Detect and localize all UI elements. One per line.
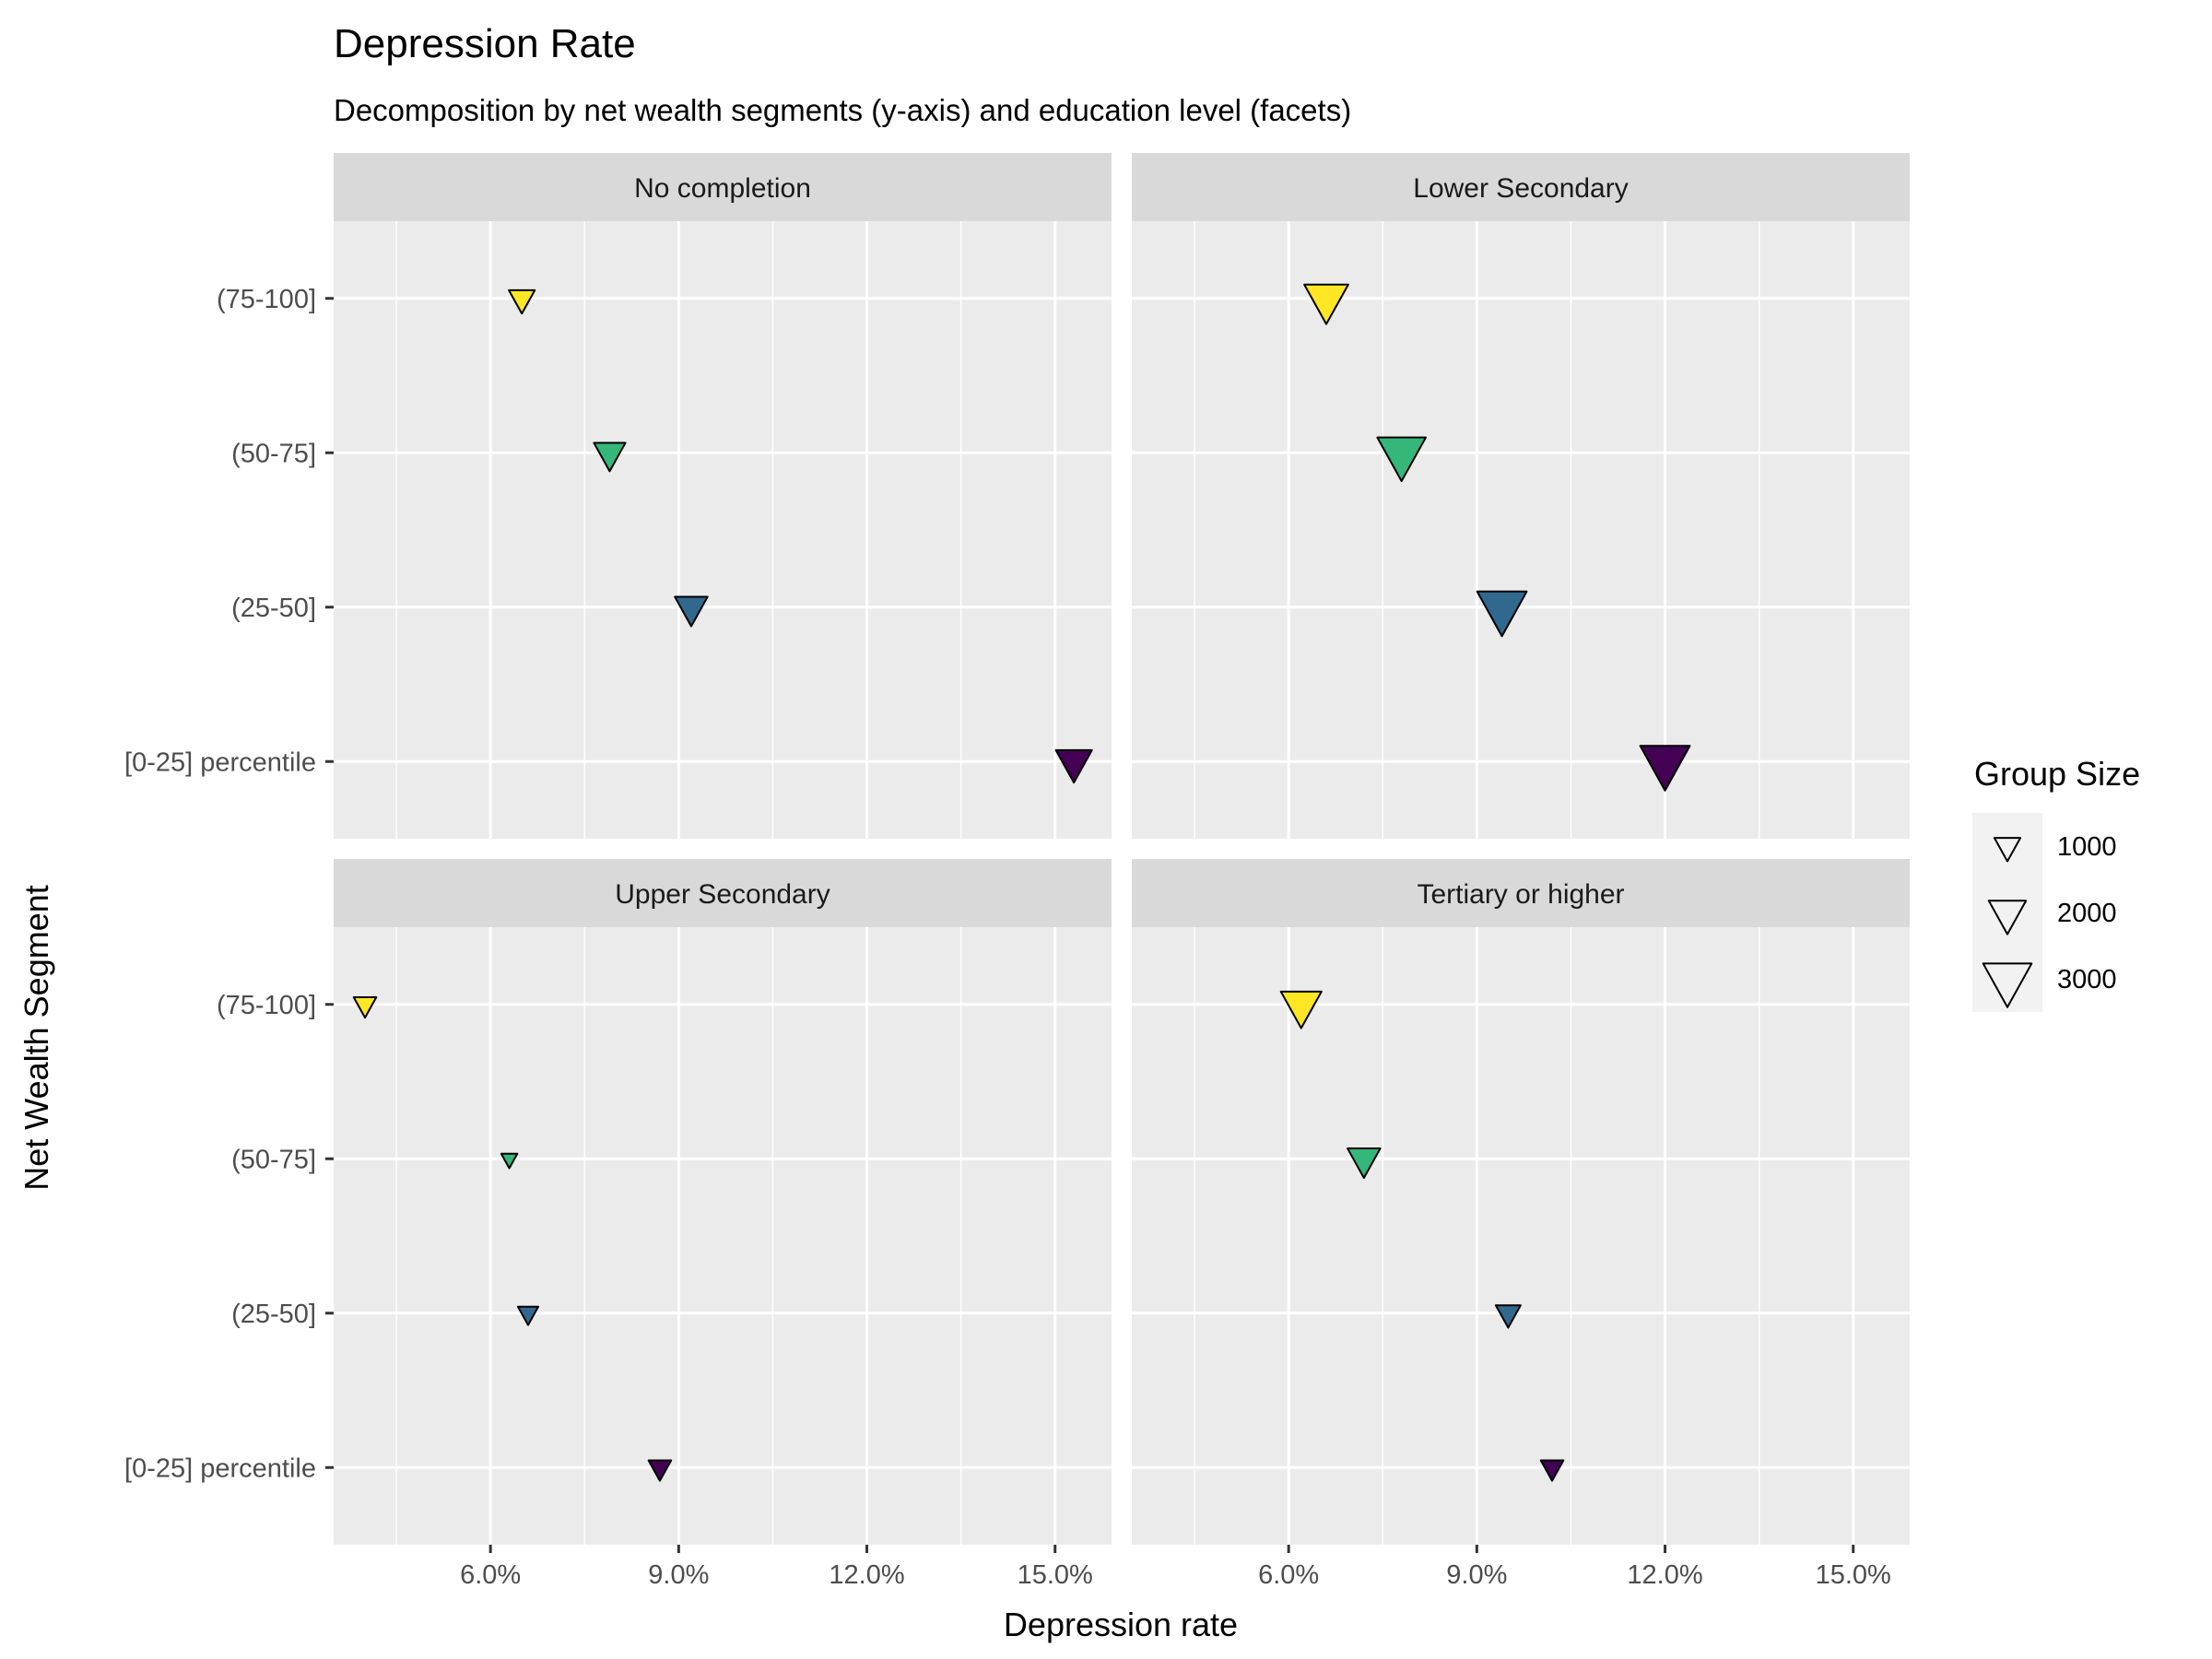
legend-triangle-icon [1987,900,2028,935]
point-25-50 [1494,1304,1522,1329]
facet-panels: No completion [0-25] percentile (25-50] (50… [124,153,1910,1590]
chart-subtitle: Decomposition by net wealth segments (y-… [334,93,1351,127]
facet-strip-label: Tertiary or higher [1417,879,1624,910]
legend-label: 2000 [2057,899,2117,928]
legend-key [1972,946,2042,1012]
y-tick-label: [0-25] percentile [124,1453,316,1483]
legend-title: Group Size [1974,755,2140,793]
point-50-75 [1376,436,1427,483]
legend-triangle-icon [1993,837,2022,863]
y-tick-label: (50-75] [231,439,316,468]
point-50-75 [500,1152,519,1170]
y-tick-label: (25-50] [231,1300,316,1329]
facet-tertiary-or-higher: Tertiary or higher 6.0% 9.0% 12.0% 15.0% [1132,859,1910,1590]
size-legend: Group Size 1000 2000 3000 [1972,755,2140,1012]
x-axis-label: Depression rate [1004,1606,1238,1643]
facet-strip [334,153,1112,221]
point-0-25-percentile [1539,1459,1565,1482]
facet-lower-secondary: Lower Secondary [1132,153,1910,839]
panel-background [1132,927,1910,1545]
point-75-100 [1279,990,1323,1030]
panel-background [334,221,1112,839]
legend-key [1972,879,2042,946]
panel-background [334,927,1112,1545]
point-25-50 [1476,590,1528,638]
legend-key [1972,813,2042,879]
y-tick-label: (75-100] [217,285,316,314]
point-0-25-percentile [1639,745,1691,792]
facet-strip [334,859,1112,927]
x-tick-label: 6.0% [460,1560,521,1590]
x-tick-label: 6.0% [1258,1560,1319,1590]
x-tick-label: 15.0% [1816,1560,1891,1590]
x-tick-label: 12.0% [829,1560,904,1590]
legend-triangle-icon [1982,962,2033,1008]
facet-strip-label: Lower Secondary [1413,173,1628,204]
x-tick-label: 12.0% [1627,1560,1702,1590]
chart-title: Depression Rate [334,21,636,66]
y-tick-label: (75-100] [217,991,316,1020]
point-75-100 [1303,283,1349,325]
panel-background [1132,221,1910,839]
facet-upper-secondary: Upper Secondary [0-25] percentile (25-50] (… [124,859,1112,1590]
facet-strip-label: Upper Secondary [615,879,830,910]
x-tick-label: 15.0% [1018,1560,1093,1590]
legend-label: 3000 [2057,965,2117,994]
point-0-25-percentile [1054,748,1093,784]
legend-label: 1000 [2057,832,2117,862]
point-25-50 [674,595,709,628]
y-tick-label: (50-75] [231,1145,316,1174]
point-50-75 [1347,1147,1382,1180]
y-tick-label: (25-50] [231,594,316,623]
point-25-50 [516,1305,540,1326]
facet-no-completion: No completion [0-25] percentile (25-50] (50… [124,153,1112,839]
facet-strip [1132,153,1910,221]
y-axis-label: Net Wealth Segment [18,885,55,1191]
point-75-100 [508,288,536,315]
y-tick-label: [0-25] percentile [124,747,316,777]
facet-strip-label: No completion [634,173,811,204]
x-tick-label: 9.0% [648,1560,709,1590]
x-tick-label: 9.0% [1446,1560,1507,1590]
point-75-100 [352,996,378,1019]
facet-strip [1132,859,1910,927]
point-0-25-percentile [647,1459,673,1482]
point-50-75 [593,441,627,473]
